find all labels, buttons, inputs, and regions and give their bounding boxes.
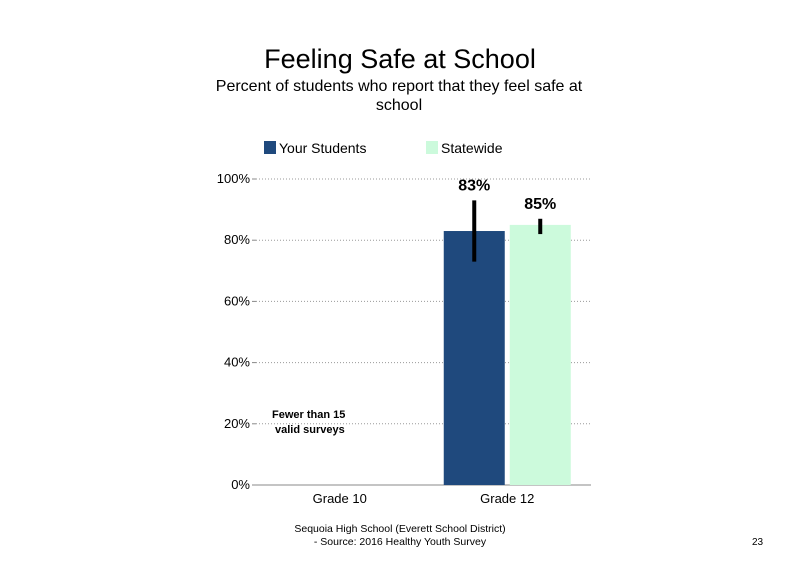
annotation-line: valid surveys <box>275 424 345 436</box>
data-label: 83% <box>458 177 490 194</box>
page-number: 23 <box>752 537 764 548</box>
y-tick-label: 100% <box>217 171 251 186</box>
y-tick-label: 60% <box>224 293 250 308</box>
y-tick-label: 20% <box>224 416 250 431</box>
legend-swatch <box>264 141 276 154</box>
legend-label: Your Students <box>279 140 366 156</box>
bar <box>509 224 571 485</box>
footer-school: Sequoia High School (Everett School Dist… <box>294 523 506 535</box>
legend-label: Statewide <box>441 140 503 156</box>
chart-subtitle: Percent of students who report that they… <box>215 78 583 114</box>
data-label: 85% <box>524 196 556 213</box>
chart-title: Feeling Safe at School <box>264 44 536 74</box>
bar <box>443 231 505 485</box>
annotation-line: Fewer than 15 <box>272 409 345 421</box>
x-tick-label: Grade 12 <box>480 491 534 506</box>
source-footer: Sequoia High School (Everett School Dist… <box>250 523 550 549</box>
x-tick-label: Grade 10 <box>313 491 367 506</box>
legend-swatch <box>426 141 438 154</box>
y-tick-label: 80% <box>224 232 250 247</box>
footer-source: - Source: 2016 Healthy Youth Survey <box>313 536 487 548</box>
y-tick-label: 40% <box>224 355 250 370</box>
y-tick-label: 0% <box>231 477 250 492</box>
